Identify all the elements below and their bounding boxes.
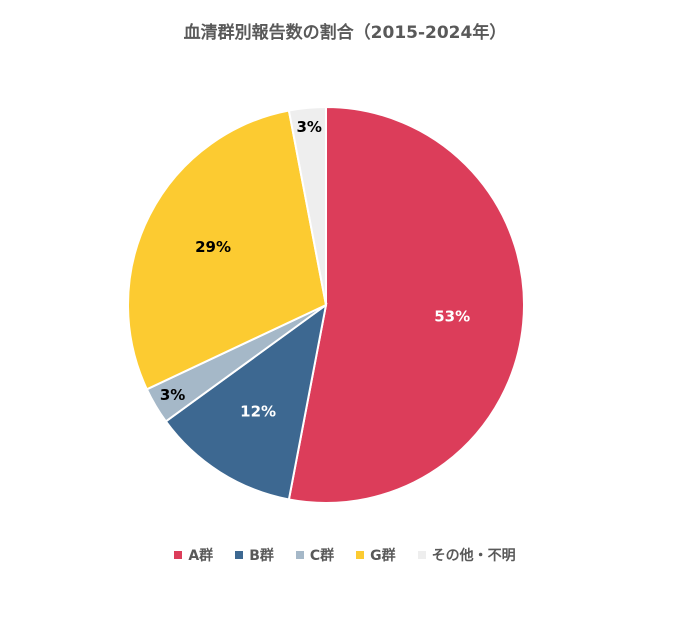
slice-label: 3% xyxy=(160,386,185,404)
pie-slice xyxy=(127,109,328,391)
legend-swatch xyxy=(417,551,426,559)
pie-slice xyxy=(287,105,525,504)
legend-label: A群 xyxy=(188,548,214,564)
legend-item: G群 xyxy=(356,545,396,565)
slice-label: 29% xyxy=(195,238,231,256)
slice-label: 12% xyxy=(240,402,276,420)
legend-label: B群 xyxy=(249,548,274,564)
legend-item: A群 xyxy=(174,545,213,565)
legend-swatch xyxy=(174,551,183,559)
slice-label: 3% xyxy=(296,118,321,136)
chart-title: 血清群別報告数の割合（2015-2024年） xyxy=(183,23,507,43)
legend-item: C群 xyxy=(295,545,335,565)
legend-label: G群 xyxy=(370,548,396,564)
pie-slice xyxy=(287,105,327,306)
legend-swatch xyxy=(235,551,244,559)
legend-item: その他・不明 xyxy=(417,545,516,565)
legend-label: C群 xyxy=(309,548,335,564)
legend-swatch xyxy=(295,551,304,559)
pie-chart: 53% 12% 3% 29% 3% xyxy=(127,105,525,504)
pie-slice xyxy=(164,302,328,501)
legend: A群 B群 C群 G群 その他・不明 xyxy=(0,545,690,565)
legend-label: その他・不明 xyxy=(431,548,516,564)
legend-swatch xyxy=(356,551,365,559)
legend-item: B群 xyxy=(235,545,274,565)
slice-label: 53% xyxy=(434,307,470,325)
